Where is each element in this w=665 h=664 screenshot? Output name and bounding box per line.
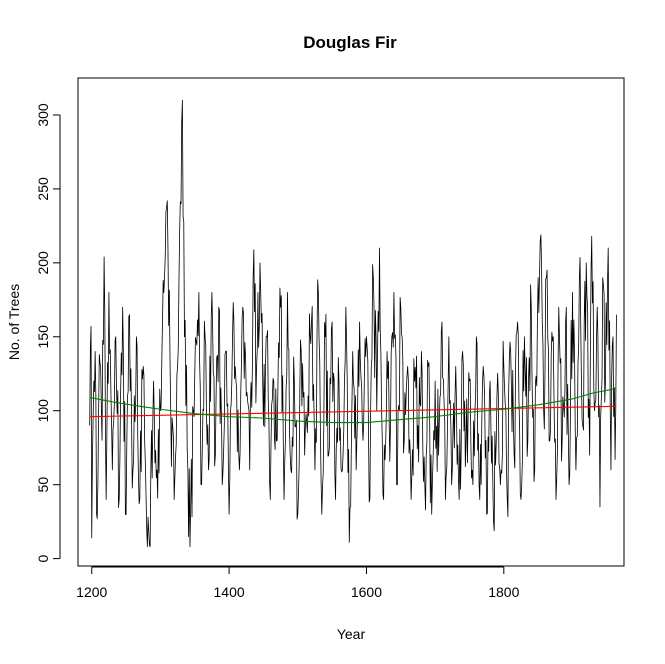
x-axis-label: Year (337, 626, 366, 642)
series-linear-trend-line (89, 405, 617, 418)
y-tick-label: 100 (35, 399, 51, 423)
x-axis: 1200 1400 1600 1800 (76, 566, 520, 600)
plot-area (89, 99, 617, 548)
y-axis: 0 50 100 150 200 250 300 (35, 103, 61, 563)
chart-title: Douglas Fir (303, 33, 397, 52)
y-tick-label: 200 (35, 251, 51, 275)
y-tick-label: 300 (35, 103, 51, 127)
x-tick-label: 1800 (488, 584, 519, 600)
series-raw-line (89, 99, 617, 548)
plot-frame (77, 77, 625, 567)
x-tick-label: 1600 (351, 584, 382, 600)
y-axis-label: No. of Trees (6, 284, 22, 360)
y-tick-label: 50 (35, 477, 51, 493)
series-smooth-trend-line (89, 388, 617, 424)
x-tick-label: 1200 (76, 584, 107, 600)
y-tick-label: 150 (35, 325, 51, 349)
y-tick-label: 250 (35, 177, 51, 201)
x-tick-label: 1400 (214, 584, 245, 600)
y-tick-label: 0 (35, 555, 51, 563)
